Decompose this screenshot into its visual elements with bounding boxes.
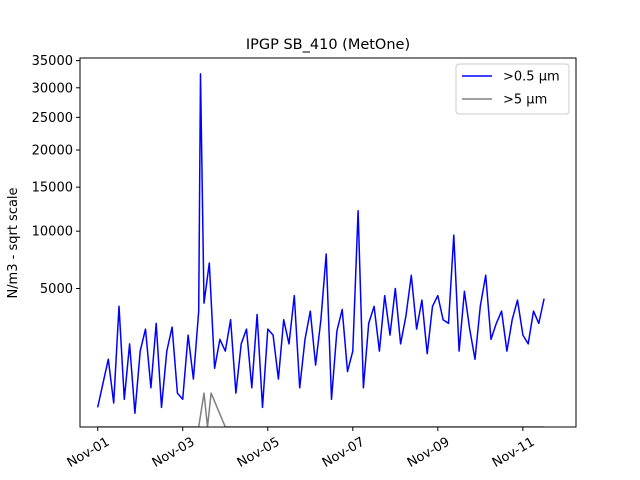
y-axis: 5000 10000 15000 20000 25000 30000 35000 <box>32 54 80 297</box>
y-tick-label: 35000 <box>32 54 73 69</box>
y-tick-label: 5000 <box>40 282 73 297</box>
series-line-1 <box>97 392 545 427</box>
y-tick-label: 15000 <box>32 181 73 196</box>
x-tick-label: Nov-03 <box>150 435 198 471</box>
chart-title: IPGP SB_410 (MetOne) <box>246 37 410 53</box>
y-axis-label: N/m3 - sqrt scale <box>6 187 21 298</box>
legend: >0.5 µm >5 µm <box>455 63 570 115</box>
x-axis: Nov-01 Nov-03 Nov-05 Nov-07 Nov-09 Nov-11 <box>65 427 538 471</box>
legend-label: >5 µm <box>503 93 547 108</box>
plot-frame <box>79 57 577 428</box>
y-tick-label: 25000 <box>32 111 73 126</box>
y-tick-label: 20000 <box>32 144 73 159</box>
series-line-0 <box>96 73 545 414</box>
plot-area <box>96 73 545 427</box>
x-tick-label: Nov-01 <box>65 435 113 471</box>
legend-label: >0.5 µm <box>503 70 560 85</box>
y-tick-label: 10000 <box>32 225 73 240</box>
x-tick-label: Nov-07 <box>320 435 368 471</box>
y-tick-label: 30000 <box>32 81 73 96</box>
series-group <box>96 73 545 427</box>
x-tick-label: Nov-11 <box>490 435 538 471</box>
x-tick-label: Nov-09 <box>405 435 453 471</box>
x-tick-label: Nov-05 <box>235 435 283 471</box>
